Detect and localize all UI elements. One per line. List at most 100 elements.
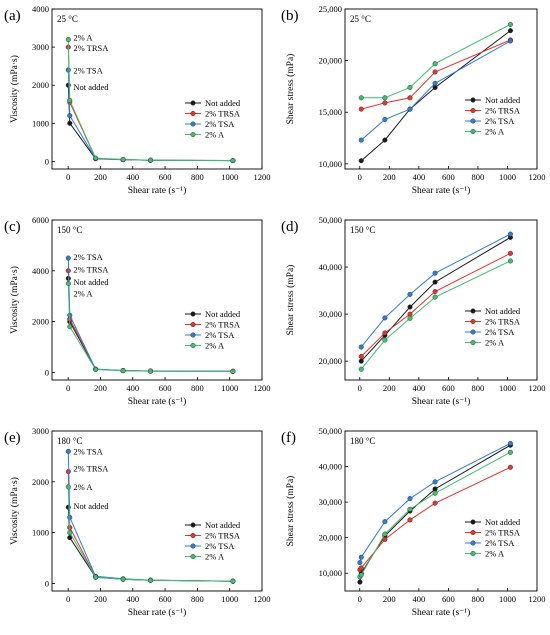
x-tick-label: 1000 <box>499 594 516 604</box>
data-point <box>65 36 71 42</box>
data-point <box>120 576 126 582</box>
data-point <box>407 84 413 90</box>
panel-label: (e) <box>4 430 21 446</box>
data-point <box>382 337 388 343</box>
x-tick-label: 1200 <box>529 594 546 604</box>
plot-frame <box>51 8 263 170</box>
data-point <box>407 506 413 512</box>
y-axis-label: Viscosity (mPa·s) <box>9 55 20 123</box>
y-axis-label: Viscosity (mPa·s) <box>9 266 20 334</box>
x-tick-label: 600 <box>442 383 455 393</box>
panel-label: (f) <box>281 430 296 446</box>
panel-label: (d) <box>281 219 299 235</box>
y-tick-label: 4000 <box>32 4 49 14</box>
series-annotation: 2% A <box>73 482 93 492</box>
x-tick-label: 400 <box>126 383 139 393</box>
data-point <box>382 95 388 101</box>
data-point <box>407 304 413 310</box>
data-point <box>65 448 71 454</box>
y-tick-label: 30,000 <box>319 497 342 507</box>
x-tick-label: 1200 <box>529 172 546 182</box>
data-point <box>432 294 438 300</box>
y-tick-label: 10,000 <box>319 568 342 578</box>
legend-entry: 2% A <box>205 552 225 562</box>
x-tick-label: 0 <box>66 594 70 604</box>
x-tick-label: 800 <box>191 172 204 182</box>
series-line <box>359 444 511 583</box>
legend-marker <box>190 100 196 106</box>
data-point <box>358 353 364 359</box>
series-annotation: Not added <box>73 501 109 511</box>
data-point <box>358 366 364 372</box>
legend-entry: 2% TRSA <box>485 106 521 116</box>
y-tick-label: 40,000 <box>319 262 342 272</box>
y-tick-label: 0 <box>45 578 49 588</box>
y-tick-label: 20,000 <box>319 56 342 66</box>
legend-entry: 2% TRSA <box>485 317 521 327</box>
legend-entry: 2% A <box>485 127 505 137</box>
legend-marker <box>470 128 476 134</box>
panel-f-shear-stress-180c: 0 200 400 600 800 1000 1200 10,000 20,000 30,000 4… <box>275 422 550 633</box>
legend-marker <box>190 131 196 137</box>
legend-marker <box>190 553 196 559</box>
series-annotation: 2% A <box>73 33 93 43</box>
data-point <box>358 572 364 578</box>
legend-marker <box>190 532 196 538</box>
x-tick-label: 200 <box>383 594 396 604</box>
data-point <box>93 574 99 580</box>
data-point <box>507 231 513 237</box>
series-line <box>67 283 233 372</box>
legend-marker <box>470 540 476 546</box>
series-annotation: Not added <box>73 277 109 287</box>
x-tick-label: 0 <box>358 594 362 604</box>
legend-marker <box>470 329 476 335</box>
legend-entry: Not added <box>205 520 241 530</box>
data-point <box>432 279 438 285</box>
legend-entry: 2% A <box>485 549 505 559</box>
data-point <box>507 258 513 264</box>
data-point <box>382 536 388 542</box>
legend-marker <box>470 529 476 535</box>
x-tick-label: 400 <box>412 383 425 393</box>
x-tick-label: 1200 <box>254 172 271 182</box>
x-tick-label: 200 <box>383 172 396 182</box>
series-annotation: 2% TSA <box>73 252 103 262</box>
legend-marker <box>470 339 476 345</box>
y-axis-label: Shear stress (mPa) <box>285 54 296 125</box>
data-point <box>382 116 388 122</box>
legend-entry: Not added <box>205 98 241 108</box>
legend-marker <box>470 318 476 324</box>
y-tick-label: 0 <box>45 156 49 166</box>
data-point <box>358 137 364 143</box>
x-axis-label: Shear rate (s⁻¹) <box>128 185 187 196</box>
y-tick-label: 40,000 <box>319 462 342 472</box>
data-point <box>432 80 438 86</box>
data-point <box>432 84 438 90</box>
legend-marker <box>470 118 476 124</box>
y-tick-label: 50,000 <box>319 426 342 436</box>
x-tick-label: 1000 <box>221 383 238 393</box>
panel-label: (a) <box>4 8 21 24</box>
legend-marker <box>470 519 476 525</box>
panel-label: (c) <box>4 219 21 235</box>
panel-e-viscosity-180c: 0 200 400 600 800 1000 1200 0 1000 2000 3000 Shear … <box>0 422 275 633</box>
legend-entry: Not added <box>485 95 521 105</box>
temperature-label: 180 °C <box>57 436 82 446</box>
panel-label: (b) <box>281 8 299 24</box>
data-point <box>432 69 438 75</box>
series-annotation: 2% TSA <box>73 66 103 76</box>
legend-entry: 2% A <box>205 130 225 140</box>
series-annotation: 2% TSA <box>73 446 103 456</box>
data-point <box>407 95 413 101</box>
y-tick-label: 50,000 <box>319 215 342 225</box>
panel-c-viscosity-150c: 0 200 400 600 800 1000 1200 0 2000 4000 6000 Shear … <box>0 211 275 422</box>
legend-marker <box>190 522 196 528</box>
data-point <box>65 67 71 73</box>
plot-frame <box>344 430 538 592</box>
legend-entry: 2% TSA <box>205 330 235 340</box>
data-point <box>67 324 73 330</box>
legend-marker <box>190 311 196 317</box>
data-point <box>65 484 71 490</box>
data-point <box>67 97 73 103</box>
x-tick-label: 1000 <box>499 383 516 393</box>
